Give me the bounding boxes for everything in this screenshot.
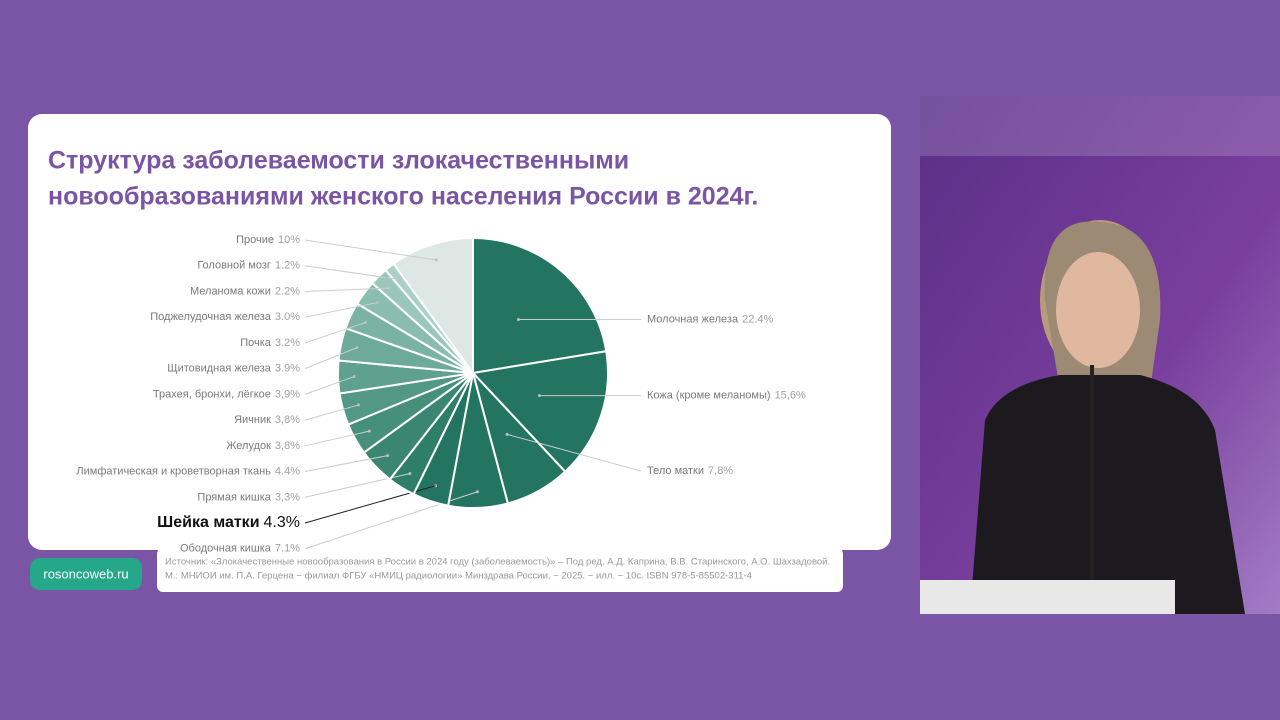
- site-link: rosoncoweb.ru: [43, 566, 128, 581]
- category-label: Ободочная кишка: [180, 543, 272, 555]
- source-note: Источник: «Злокачественные новообразован…: [165, 557, 830, 568]
- slice-label: Почка 3.2%: [240, 337, 300, 349]
- value-label: 15,6%: [775, 390, 806, 402]
- category-label: Кожа (кроме меланомы): [647, 390, 771, 402]
- leader-line: [304, 322, 366, 344]
- slice-label: Яичник 3,8%: [234, 414, 300, 426]
- category-label: Щитовидная железа: [167, 363, 272, 375]
- value-label: 4.3%: [264, 514, 300, 531]
- value-label: 4.4%: [275, 465, 300, 477]
- category-label: Трахея, бронхи, лёгкое: [153, 388, 271, 400]
- value-label: 3,8%: [275, 414, 300, 426]
- slice-label: Желудок 3,8%: [226, 440, 300, 452]
- site-badge: [30, 558, 142, 590]
- pie-slice: [470, 350, 609, 474]
- category-label: Прочие: [236, 234, 274, 246]
- value-label: 2.2%: [275, 285, 300, 297]
- pie-slice: [392, 236, 474, 377]
- category-label: Головной мозг: [197, 260, 271, 272]
- value-label: 3,9%: [275, 388, 300, 400]
- value-label: 3.9%: [275, 363, 300, 375]
- slice-label: Меланома кожи 2.2%: [190, 285, 300, 297]
- category-label: Поджелудочная железа: [150, 311, 272, 323]
- slide-title: Структура заболеваемости злокачественным…: [48, 147, 629, 175]
- slice-label: Головной мозг 1.2%: [197, 260, 300, 272]
- value-label: 7.1%: [275, 543, 300, 555]
- category-label: Лимфатическая и кроветворная ткань: [76, 465, 271, 477]
- slice-label: Прочие 10%: [236, 234, 300, 246]
- value-label: 10%: [278, 234, 300, 246]
- slice-label: Поджелудочная железа 3.0%: [150, 311, 300, 323]
- leader-line: [506, 433, 642, 472]
- slice-label: Ободочная кишка 7.1%: [180, 543, 300, 555]
- category-label: Желудок: [226, 440, 271, 452]
- leader-line: [304, 376, 355, 395]
- leader-line: [304, 265, 400, 281]
- slice-label: Трахея, бронхи, лёгкое 3,9%: [153, 388, 300, 400]
- slice-label: Прямая кишка 3,3%: [197, 491, 300, 503]
- page-number: 2: [863, 568, 869, 580]
- slice-label: Щитовидная железа 3.9%: [167, 363, 300, 375]
- category-label: Меланома кожи: [190, 285, 271, 297]
- leader-line: [304, 347, 358, 370]
- slice-label: Тело матки 7,8%: [647, 465, 733, 477]
- leader-line: [304, 455, 388, 473]
- slice-label: Молочная железа 22.4%: [647, 313, 774, 325]
- category-label: Тело матки: [647, 465, 704, 477]
- leader-line: [304, 404, 359, 421]
- leader-line: [304, 239, 437, 261]
- slice-label: Шейка матки 4.3%: [157, 514, 300, 531]
- value-label: 7,8%: [708, 465, 733, 477]
- slice-label: Лимфатическая и кроветворная ткань 4.4%: [76, 465, 300, 477]
- speaker-video: [920, 96, 1280, 614]
- value-label: 22.4%: [742, 313, 773, 325]
- category-label: Молочная железа: [647, 313, 739, 325]
- value-label: 1.2%: [275, 260, 300, 272]
- value-label: 3.0%: [275, 311, 300, 323]
- value-label: 3.2%: [275, 337, 300, 349]
- pie-slice: [472, 236, 608, 375]
- pie-chart: Молочная железа 22.4% Кожа (кроме меланомы…: [76, 234, 806, 555]
- footer-bar: [157, 548, 843, 592]
- slice-label: Кожа (кроме меланомы) 15,6%: [647, 390, 806, 402]
- category-label: Шейка матки: [157, 514, 259, 531]
- category-label: Прямая кишка: [197, 491, 271, 503]
- value-label: 3,8%: [275, 440, 300, 452]
- value-label: 3,3%: [275, 491, 300, 503]
- category-label: Почка: [240, 337, 272, 349]
- category-label: Яичник: [234, 414, 271, 426]
- source-note: М.: МНИОИ им. П.А. Герцена − филиал ФГБУ…: [165, 571, 752, 582]
- leader-line: [304, 287, 391, 292]
- leader-line: [304, 430, 370, 447]
- leader-line: [304, 302, 378, 318]
- slide-title: новообразованиями женского населения Рос…: [48, 183, 758, 211]
